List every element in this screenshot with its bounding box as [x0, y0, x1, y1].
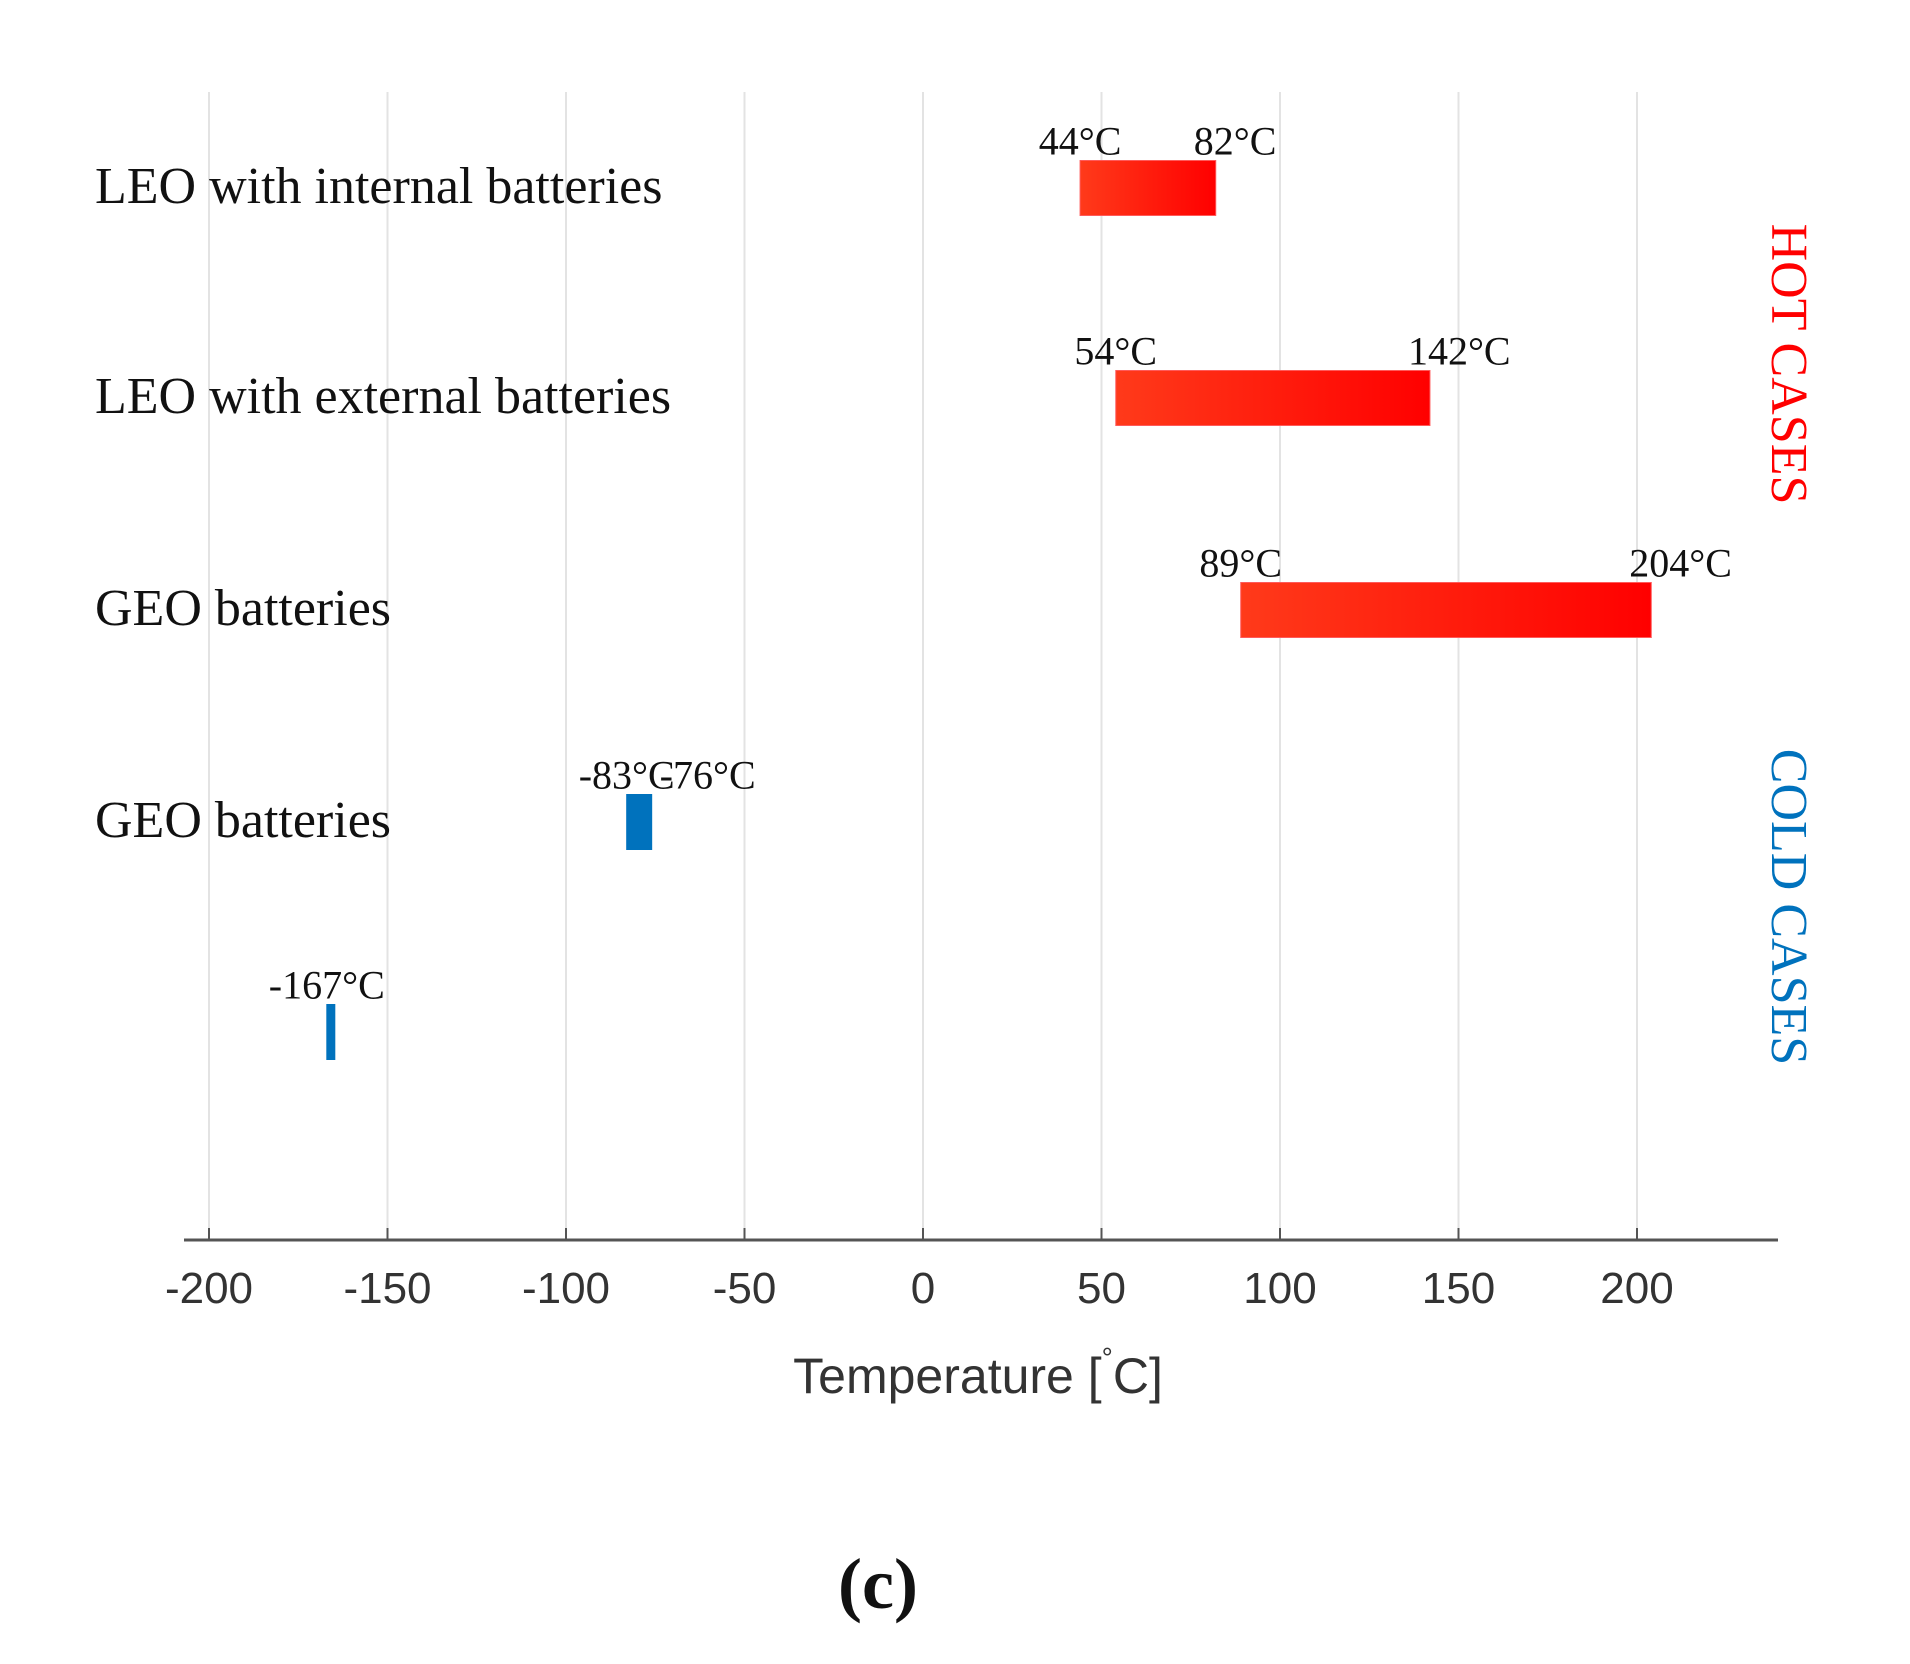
hot-range-bar — [1115, 370, 1431, 426]
case-labels: HOT CASES COLD CASES — [1760, 224, 1817, 1066]
x-tick-label: -200 — [165, 1264, 253, 1313]
cold-cases-label: COLD CASES — [1760, 749, 1817, 1065]
min-value-label: -167°C — [269, 963, 385, 1008]
min-value-label: -83°C — [579, 753, 675, 798]
min-value-label: 44°C — [1039, 119, 1122, 164]
category-label: LEO with external batteries — [95, 368, 671, 425]
x-tick-label: -100 — [522, 1264, 610, 1313]
range-bars: 44°C 82°C 54°C 142°C 89°C 204°C -83°C-76°C -167… — [269, 119, 1732, 1060]
category-label: GEO batteries — [95, 580, 391, 637]
x-axis-title-unit: C] — [1113, 1348, 1163, 1404]
x-tick-label: 100 — [1243, 1264, 1316, 1313]
hot-range-bar — [1240, 582, 1652, 638]
category-label: GEO batteries — [95, 792, 391, 849]
figure-caption: (c) — [838, 1544, 918, 1624]
x-tick-label: -50 — [713, 1264, 777, 1313]
min-value-label: 54°C — [1074, 329, 1157, 374]
x-tick-label: 0 — [911, 1264, 935, 1313]
x-axis: -200 -150 -100 -50 0 50 100 150 200 — [165, 1228, 1778, 1313]
cold-range-bar — [626, 794, 653, 850]
hot-cases-label: HOT CASES — [1760, 224, 1817, 505]
x-tick-label: 50 — [1077, 1264, 1126, 1313]
hot-range-bar — [1079, 160, 1217, 216]
x-axis-title: Temperature [°C] — [793, 1342, 1163, 1404]
x-tick-label: 200 — [1600, 1264, 1673, 1313]
category-labels: LEO with internal batteries LEO with exte… — [95, 158, 671, 849]
x-tick-label: -150 — [343, 1264, 431, 1313]
max-value-label: 142°C — [1408, 329, 1511, 374]
x-axis-title-degree: ° — [1102, 1342, 1113, 1373]
min-value-label: 89°C — [1199, 541, 1282, 586]
cold-range-bar — [326, 1004, 336, 1060]
x-axis-title-main: Temperature [ — [793, 1348, 1102, 1404]
max-value-label: 82°C — [1194, 119, 1277, 164]
grid-lines — [208, 92, 1638, 1240]
max-value-label: 204°C — [1629, 541, 1732, 586]
x-tick-label: 150 — [1422, 1264, 1495, 1313]
max-value-label: -76°C — [660, 753, 756, 798]
category-label: LEO with internal batteries — [95, 158, 662, 215]
